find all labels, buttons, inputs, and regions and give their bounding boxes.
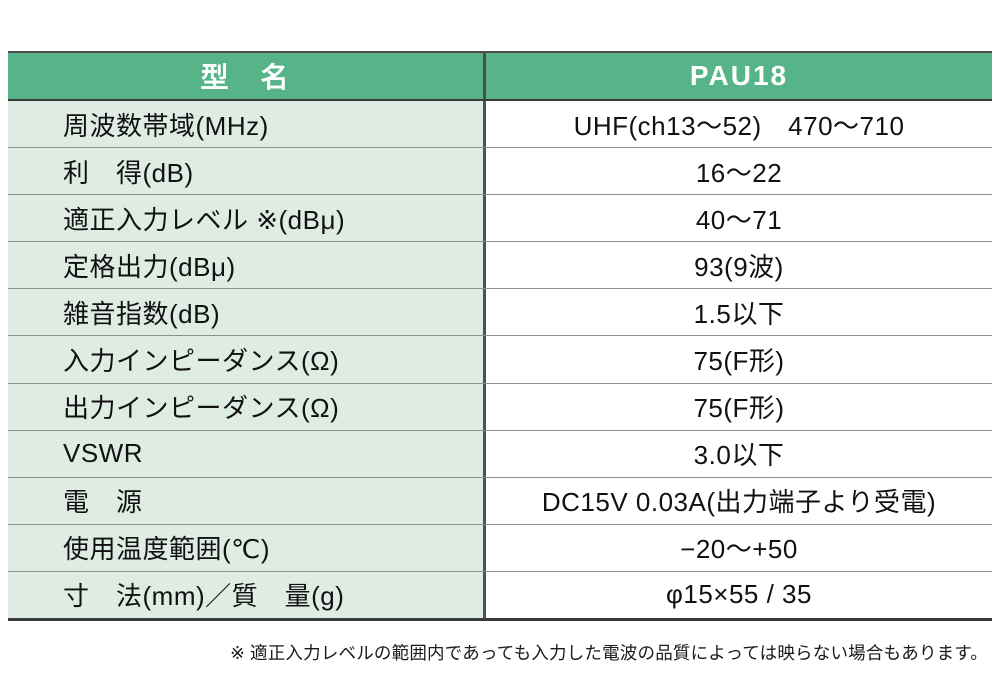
table-row: 適正入力レベル ※(dBμ) 40〜71	[8, 194, 992, 242]
spec-label: 入力インピーダンス(Ω)	[8, 336, 483, 383]
header-model-label: 型 名	[8, 53, 483, 99]
table-row: 周波数帯域(MHz) UHF(ch13〜52) 470〜710	[8, 99, 992, 148]
table-row: 寸 法(mm)／質 量(g) φ15×55 / 35	[8, 570, 992, 619]
spec-value: 1.5以下	[483, 289, 992, 336]
table-row: 定格出力(dBμ) 93(9波)	[8, 241, 992, 289]
spec-value: 3.0以下	[483, 430, 992, 477]
spec-table: 型 名 PAU18 周波数帯域(MHz) UHF(ch13〜52) 470〜71…	[8, 51, 992, 621]
footnote: ※ 適正入力レベルの範囲内であっても入力した電波の品質によっては映らない場合もあ…	[230, 643, 988, 663]
spec-label: 雑音指数(dB)	[8, 289, 483, 336]
spec-label: 定格出力(dBμ)	[8, 242, 483, 289]
spec-value: DC15V 0.03A(出力端子より受電)	[483, 477, 992, 524]
table-row: 利 得(dB) 16〜22	[8, 147, 992, 195]
spec-value: UHF(ch13〜52) 470〜710	[483, 101, 992, 148]
table-row: 電 源 DC15V 0.03A(出力端子より受電)	[8, 476, 992, 524]
table-header-row: 型 名 PAU18	[8, 53, 992, 99]
spec-value: 93(9波)	[483, 242, 992, 289]
spec-label: 使用温度範囲(℃)	[8, 524, 483, 571]
table-row: 雑音指数(dB) 1.5以下	[8, 288, 992, 336]
spec-value: −20〜+50	[483, 524, 992, 571]
spec-value: 16〜22	[483, 148, 992, 195]
header-model-value: PAU18	[483, 53, 992, 99]
table-row: 使用温度範囲(℃) −20〜+50	[8, 523, 992, 571]
spec-value: 75(F形)	[483, 383, 992, 430]
spec-value: φ15×55 / 35	[483, 571, 992, 619]
table-row: 出力インピーダンス(Ω) 75(F形)	[8, 382, 992, 430]
spec-value: 75(F形)	[483, 336, 992, 383]
spec-label: 適正入力レベル ※(dBμ)	[8, 195, 483, 242]
spec-label: 電 源	[8, 477, 483, 524]
spec-label: 周波数帯域(MHz)	[8, 101, 483, 148]
spec-label: 出力インピーダンス(Ω)	[8, 383, 483, 430]
spec-label: VSWR	[8, 430, 483, 477]
spec-value: 40〜71	[483, 195, 992, 242]
table-row: VSWR 3.0以下	[8, 429, 992, 477]
table-row: 入力インピーダンス(Ω) 75(F形)	[8, 335, 992, 383]
spec-label: 寸 法(mm)／質 量(g)	[8, 571, 483, 619]
spec-label: 利 得(dB)	[8, 148, 483, 195]
